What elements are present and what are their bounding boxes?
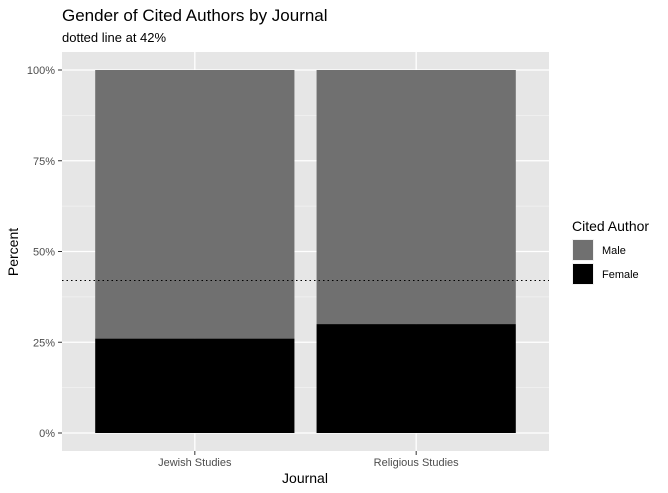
x-axis-title: Journal [282,470,328,486]
y-tick-label: 100% [27,65,55,77]
bars [95,70,516,433]
x-tick-label: Jewish Studies [158,457,232,469]
legend-swatch [573,240,593,260]
y-axis-ticks: 0% 25% 50% 75% 100% [27,65,62,440]
y-tick-label: 0% [39,428,55,440]
bar-male [316,70,516,325]
legend: Cited Author Male Female [572,218,649,285]
legend-label: Female [602,269,639,281]
chart-title: Gender of Cited Authors by Journal [62,6,328,25]
bar-female [95,338,295,433]
legend-title: Cited Author [572,218,649,234]
bar-female [316,324,516,433]
chart-subtitle: dotted line at 42% [62,30,167,45]
y-tick-label: 50% [33,247,55,259]
x-axis-ticks: Jewish Studies Religious Studies [158,451,459,469]
x-tick-label: Religious Studies [374,457,459,469]
y-tick-label: 75% [33,156,55,168]
y-axis-title: Percent [5,228,21,276]
bar-male [95,70,295,339]
legend-swatch [573,264,593,284]
y-tick-label: 25% [33,337,55,349]
legend-label: Male [602,245,626,257]
